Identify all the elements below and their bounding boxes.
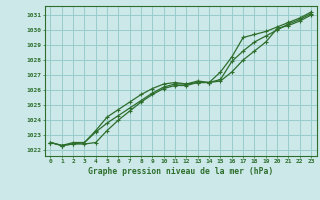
X-axis label: Graphe pression niveau de la mer (hPa): Graphe pression niveau de la mer (hPa) <box>88 167 273 176</box>
